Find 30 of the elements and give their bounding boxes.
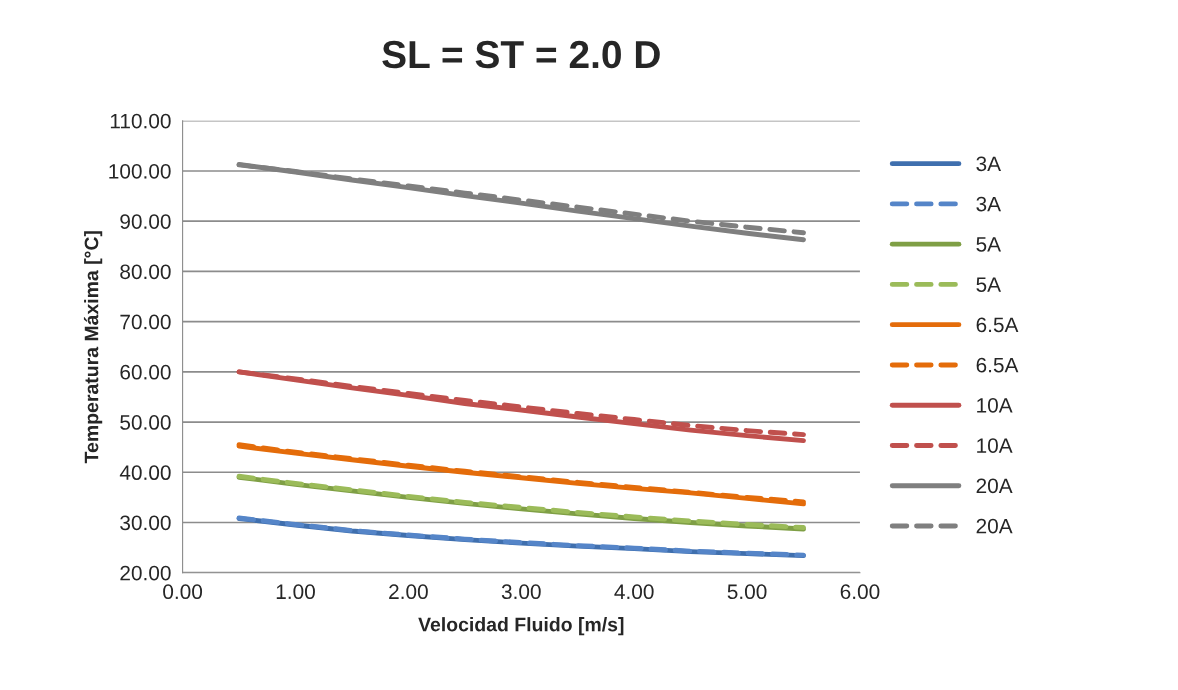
y-tick-label: 80.00 (120, 264, 171, 280)
legend-label: 3A (976, 156, 1002, 172)
legend-label: 10A (977, 397, 1013, 413)
legend-label: 6.5A (976, 317, 1019, 333)
y-tick-label: 30.00 (120, 515, 171, 531)
x-tick-label: 2.00 (389, 584, 428, 600)
x-tick-label: 5.00 (727, 584, 767, 600)
y-tick-label: 110.00 (110, 113, 171, 129)
x-tick-label: 0.00 (163, 584, 203, 600)
x-axis-title: Velocidad Fluido [m/s] (418, 617, 624, 636)
y-tick-label: 70.00 (120, 314, 171, 330)
y-tick-label: 60.00 (120, 364, 171, 380)
y-tick-label: 50.00 (120, 415, 171, 430)
legend-label: 20A (976, 518, 1013, 534)
legend-label: 20A (976, 478, 1013, 494)
y-tick-label: 40.00 (119, 465, 171, 481)
legend-label: 10A (977, 438, 1013, 453)
y-tick-label: 90.00 (120, 214, 171, 229)
y-tick-label: 20.00 (120, 565, 171, 581)
legend-label: 3A (976, 196, 1002, 212)
y-axis-title: Temperatura Máxima [°C] (83, 231, 103, 464)
x-tick-label: 6.00 (840, 584, 880, 600)
x-tick-label: 3.00 (501, 584, 541, 600)
legend-label: 5A (976, 237, 1002, 252)
chart-title: SL = ST = 2.0 D (382, 40, 660, 69)
legend-label: 6.5A (976, 357, 1019, 373)
x-tick-label: 1.00 (276, 584, 315, 600)
y-tick-label: 100.00 (109, 163, 171, 179)
legend-label: 5A (976, 277, 1002, 292)
x-tick-label: 4.00 (614, 584, 654, 600)
